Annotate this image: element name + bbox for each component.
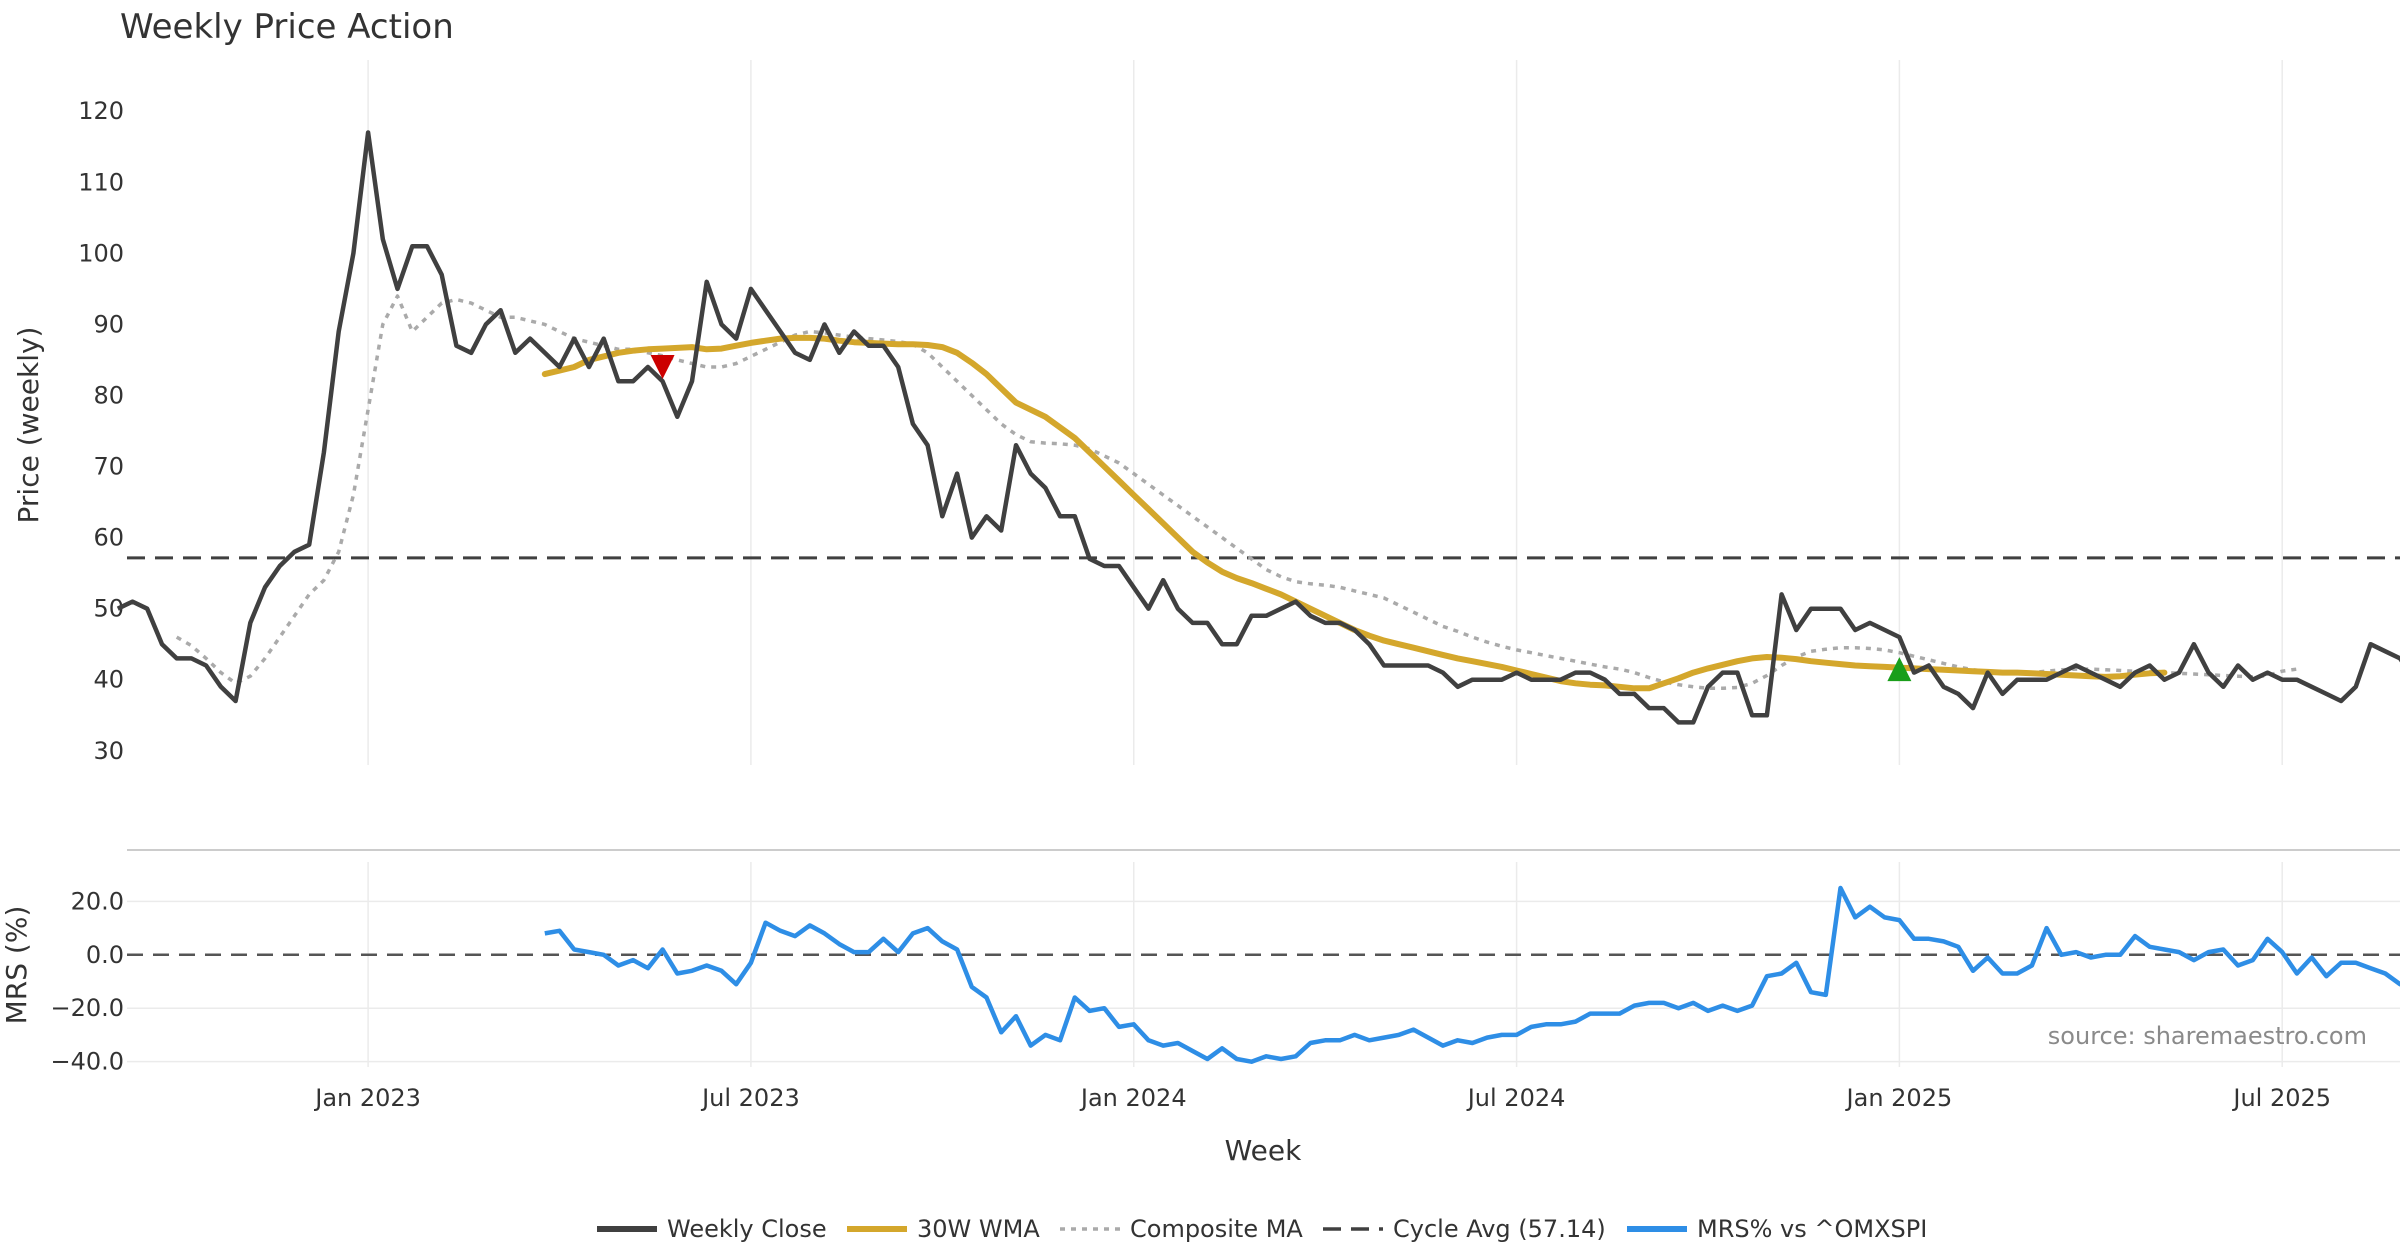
price-y-tick-label: 60 xyxy=(93,524,124,552)
signal-markers xyxy=(650,355,1912,682)
mrs-y-tick-label: −40.0 xyxy=(50,1048,124,1076)
price-y-tick-label: 120 xyxy=(78,97,124,125)
mrs-y-ticks: 20.0 0.0 −20.0 −40.0 xyxy=(50,887,124,1075)
legend-label-1: 30W WMA xyxy=(917,1215,1040,1243)
legend-label-4: MRS% vs ^OMXSPI xyxy=(1697,1215,1927,1243)
price-y-axis-label: Price (weekly) xyxy=(12,327,45,524)
price-y-tick-label: 40 xyxy=(93,666,124,694)
x-tick-label: Jul 2025 xyxy=(2231,1084,2331,1112)
legend-label-0: Weekly Close xyxy=(667,1215,827,1243)
price-y-tick-label: 110 xyxy=(78,168,124,196)
wma-30w-line xyxy=(541,334,2168,692)
chart-title: Weekly Price Action xyxy=(120,7,454,47)
mrs-y-tick-label: −20.0 xyxy=(50,994,124,1022)
composite-ma-line xyxy=(175,294,2298,691)
price-gridlines xyxy=(367,60,2283,765)
legend-label-3: Cycle Avg (57.14) xyxy=(1393,1215,1606,1243)
x-tick-label: Jan 2025 xyxy=(1845,1084,1953,1112)
legend-label-2: Composite MA xyxy=(1130,1215,1303,1243)
x-axis-label: Week xyxy=(1225,1134,1302,1167)
x-ticks: Jan 2023 Jul 2023 Jan 2024 Jul 2024 Jan 2025… xyxy=(313,1084,2331,1112)
price-y-tick-label: 70 xyxy=(93,453,124,481)
price-y-tick-label: 80 xyxy=(93,381,124,409)
mrs-gridlines xyxy=(127,862,2400,1067)
x-tick-label: Jul 2023 xyxy=(700,1084,800,1112)
x-tick-label: Jul 2024 xyxy=(1466,1084,1566,1112)
weekly-close-line xyxy=(116,130,2400,725)
sell-signal-marker xyxy=(650,355,675,380)
mrs-line xyxy=(544,885,2400,1064)
price-y-tick-label: 100 xyxy=(78,239,124,267)
mrs-y-tick-label: 20.0 xyxy=(71,887,124,915)
x-tick-label: Jan 2024 xyxy=(1079,1084,1187,1112)
x-tick-label: Jan 2023 xyxy=(313,1084,421,1112)
price-y-tick-label: 90 xyxy=(93,310,124,338)
source-note: source: sharemaestro.com xyxy=(2048,1022,2367,1050)
mrs-y-tick-label: 0.0 xyxy=(86,941,124,969)
buy-signal-marker xyxy=(1887,657,1912,682)
price-y-tick-label: 30 xyxy=(93,737,124,765)
legend: Weekly Close 30W WMA Composite MA Cycle Avg… xyxy=(597,1215,1927,1243)
mrs-y-axis-label: MRS (%) xyxy=(0,906,33,1025)
